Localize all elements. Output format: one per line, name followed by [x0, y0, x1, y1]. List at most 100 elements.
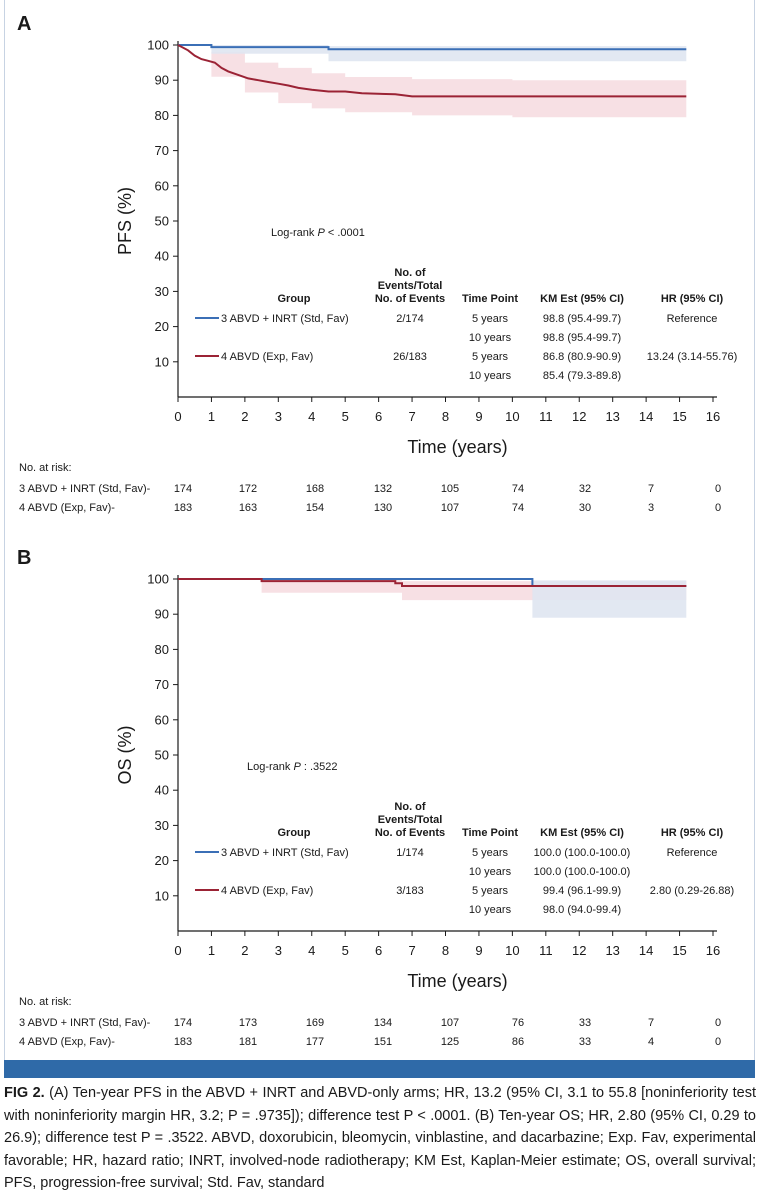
table-row-group: 3 ABVD + INRT (Std, Fav): [221, 313, 349, 325]
y-tick-label: 20: [155, 853, 169, 868]
table-row-km: 100.0 (100.0-100.0): [534, 847, 631, 859]
table-row-timepoint: 5 years: [472, 885, 509, 897]
at-risk-title: No. at risk:: [19, 996, 72, 1008]
x-tick-label: 3: [275, 943, 282, 958]
x-tick-label: 1: [208, 943, 215, 958]
y-tick-label: 90: [155, 73, 169, 88]
at-risk-value: 7: [648, 1017, 654, 1029]
x-tick-label: 0: [174, 409, 181, 424]
at-risk-value: 0: [715, 502, 721, 514]
table-row-group: 4 ABVD (Exp, Fav): [221, 885, 313, 897]
y-tick-label: 60: [155, 712, 169, 727]
at-risk-label: 4 ABVD (Exp, Fav)-: [19, 502, 115, 514]
table-row-group: 3 ABVD + INRT (Std, Fav): [221, 847, 349, 859]
at-risk-value: 125: [441, 1036, 459, 1048]
table-header-group: Group: [278, 293, 311, 305]
at-risk-value: 183: [174, 1036, 192, 1048]
at-risk-value: 134: [374, 1017, 392, 1029]
figure-accent-bar: [4, 1060, 755, 1078]
at-risk-value: 173: [239, 1017, 257, 1029]
at-risk-value: 105: [441, 483, 459, 495]
x-tick-label: 9: [475, 943, 482, 958]
y-tick-label: 70: [155, 143, 169, 158]
x-tick-label: 10: [505, 943, 519, 958]
caption-text: (A) Ten-year PFS in the ABVD + INRT and …: [4, 1085, 756, 1191]
table-row-timepoint: 10 years: [469, 370, 512, 382]
at-risk-value: 3: [648, 502, 654, 514]
panel-letter: B: [17, 547, 31, 569]
at-risk-value: 74: [512, 502, 524, 514]
figure-caption: FIG 2. (A) Ten-year PFS in the ABVD + IN…: [4, 1082, 756, 1195]
at-risk-value: 76: [512, 1017, 524, 1029]
at-risk-value: 0: [715, 1017, 721, 1029]
x-tick-label: 12: [572, 943, 586, 958]
x-tick-label: 11: [539, 943, 553, 958]
at-risk-value: 132: [374, 483, 392, 495]
table-header-km: KM Est (95% CI): [540, 293, 624, 305]
figure-panel: A 10 20 30 40 50 60 70 80 90 100 0 1 2 3 4 5 6 7 8 9 10 11 12 13…: [4, 0, 755, 1060]
y-tick-label: 100: [147, 572, 169, 587]
x-tick-label: 16: [706, 409, 720, 424]
ci-band: [178, 579, 687, 618]
at-risk-label: 3 ABVD + INRT (Std, Fav)-: [19, 1017, 151, 1029]
y-tick-label: 60: [155, 178, 169, 193]
table-row-km: 86.8 (80.9-90.9): [543, 351, 621, 363]
x-tick-label: 4: [308, 943, 315, 958]
at-risk-value: 163: [239, 502, 257, 514]
table-row-timepoint: 5 years: [472, 847, 509, 859]
x-tick-label: 7: [408, 943, 415, 958]
table-row-hr: Reference: [667, 313, 718, 325]
logrank-text: Log-rank P : .3522: [247, 761, 338, 773]
x-tick-label: 7: [408, 409, 415, 424]
table-row-km: 98.8 (95.4-99.7): [543, 313, 621, 325]
y-tick-label: 80: [155, 642, 169, 657]
x-tick-label: 11: [539, 409, 553, 424]
at-risk-value: 86: [512, 1036, 524, 1048]
table-header-timepoint: Time Point: [462, 827, 518, 839]
at-risk-value: 74: [512, 483, 524, 495]
at-risk-value: 154: [306, 502, 324, 514]
at-risk-value: 177: [306, 1036, 324, 1048]
x-axis-title: Time (years): [407, 437, 507, 457]
at-risk-label: 4 ABVD (Exp, Fav)-: [19, 1036, 115, 1048]
x-tick-label: 10: [505, 409, 519, 424]
table-header-hr: HR (95% CI): [661, 827, 724, 839]
x-tick-label: 13: [605, 409, 619, 424]
at-risk-value: 130: [374, 502, 392, 514]
at-risk-value: 30: [579, 502, 591, 514]
y-axis-title: PFS (%): [115, 187, 135, 255]
table-row-km: 100.0 (100.0-100.0): [534, 866, 631, 878]
x-axis-title: Time (years): [407, 971, 507, 991]
y-tick-label: 30: [155, 284, 169, 299]
table-row-timepoint: 10 years: [469, 904, 512, 916]
table-header-km: KM Est (95% CI): [540, 827, 624, 839]
at-risk-value: 151: [374, 1036, 392, 1048]
x-tick-label: 2: [241, 409, 248, 424]
y-tick-label: 80: [155, 108, 169, 123]
at-risk-value: 107: [441, 502, 459, 514]
table-header-timepoint: Time Point: [462, 293, 518, 305]
at-risk-value: 172: [239, 483, 257, 495]
x-tick-label: 0: [174, 943, 181, 958]
table-row-hr: 13.24 (3.14-55.76): [647, 351, 738, 363]
at-risk-value: 4: [648, 1036, 654, 1048]
x-tick-label: 13: [605, 943, 619, 958]
caption-label: FIG 2.: [4, 1085, 45, 1101]
y-axis-title: OS (%): [115, 725, 135, 784]
panel-letter: A: [17, 13, 31, 35]
at-risk-value: 181: [239, 1036, 257, 1048]
x-tick-label: 8: [442, 409, 449, 424]
at-risk-value: 107: [441, 1017, 459, 1029]
table-header-events: No. of Events/Total No. of Events: [375, 267, 445, 305]
at-risk-title: No. at risk:: [19, 462, 72, 474]
table-row-timepoint: 5 years: [472, 313, 509, 325]
y-tick-label: 20: [155, 319, 169, 334]
table-row-timepoint: 10 years: [469, 332, 512, 344]
x-tick-label: 4: [308, 409, 315, 424]
y-tick-label: 50: [155, 214, 169, 229]
y-tick-label: 10: [155, 354, 169, 369]
table-row-hr: Reference: [667, 847, 718, 859]
series-line: [178, 44, 687, 51]
